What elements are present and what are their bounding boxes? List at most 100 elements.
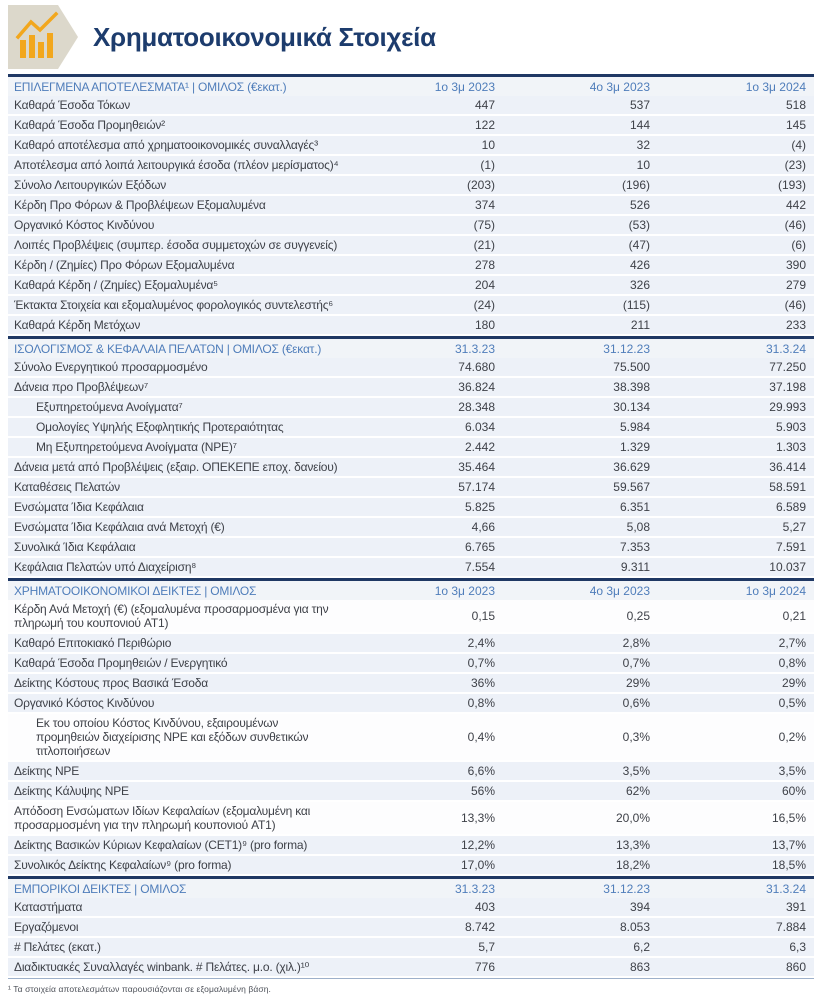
row-value: 1.329 bbox=[619, 440, 650, 454]
row-value: 0,6% bbox=[622, 696, 650, 710]
row-label: Δείκτης Βασικών Κύριων Κεφαλαίων (CET1)⁹… bbox=[14, 838, 308, 852]
table-row: Καθαρά Έσοδα Τόκων 447 537 518 bbox=[8, 96, 814, 116]
row-label: Εργαζόμενοι bbox=[14, 920, 79, 934]
row-value: 60% bbox=[781, 784, 806, 798]
row-value: 6,2 bbox=[633, 940, 650, 954]
row-value: 6.765 bbox=[464, 540, 495, 554]
row-value: 36% bbox=[470, 676, 495, 690]
row-value: 1.303 bbox=[775, 440, 806, 454]
row-label: Συνολικός Δείκτης Κεφαλαίων⁹ (pro forma) bbox=[14, 858, 232, 872]
row-value: 6,6% bbox=[467, 764, 495, 778]
section-header-row: ΕΜΠΟΡΙΚΟΙ ΔΕΙΚΤΕΣ | ΟΜΙΛΟΣ 31.3.23 31.12.2… bbox=[8, 876, 814, 898]
row-value: 0,15 bbox=[471, 609, 495, 623]
table-row: Καθαρό Επιτοκιακό Περιθώριο 2,4% 2,8% 2,7% bbox=[8, 634, 814, 654]
row-label: Εξυπηρετούμενα Ανοίγματα⁷ bbox=[36, 400, 183, 414]
column-header: 4ο 3μ 2023 bbox=[589, 583, 650, 598]
row-value: 8.742 bbox=[464, 920, 495, 934]
column-header: 1ο 3μ 2024 bbox=[745, 79, 806, 94]
row-value: 518 bbox=[785, 98, 806, 112]
row-value: 20,0% bbox=[615, 811, 650, 825]
table-row: Διαδικτυακές Συναλλαγές winbank. # Πελάτ… bbox=[8, 958, 814, 978]
row-value: 145 bbox=[785, 118, 806, 132]
row-value: 6.589 bbox=[775, 500, 806, 514]
row-value: 278 bbox=[474, 258, 495, 272]
row-value: 3,5% bbox=[778, 764, 806, 778]
row-value: (53) bbox=[628, 218, 650, 232]
row-value: 6.034 bbox=[464, 420, 495, 434]
table-row: Οργανικό Κόστος Κινδύνου (75) (53) (46) bbox=[8, 216, 814, 236]
section-title: ΕΜΠΟΡΙΚΟΙ ΔΕΙΚΤΕΣ | ΟΜΙΛΟΣ bbox=[14, 881, 187, 896]
table-row: Ενσώματα Ίδια Κεφάλαια ανά Μετοχή (€) 4,6… bbox=[8, 518, 814, 538]
column-header: 31.3.23 bbox=[454, 341, 495, 356]
row-value: 426 bbox=[629, 258, 650, 272]
table-row: Δάνεια μετά από Προβλέψεις (εξαιρ. ΟΠΕΚΕ… bbox=[8, 458, 814, 478]
row-value: 29.993 bbox=[769, 400, 806, 414]
row-value: 0,8% bbox=[467, 696, 495, 710]
row-value: 18,2% bbox=[615, 858, 650, 872]
table-row: Εργαζόμενοι 8.742 8.053 7.884 bbox=[8, 918, 814, 938]
row-value: 35.464 bbox=[458, 460, 495, 474]
row-value: 2,8% bbox=[622, 636, 650, 650]
row-value: 30.134 bbox=[613, 400, 650, 414]
table-row: Αποτέλεσμα από λοιπά λειτουργικά έσοδα (… bbox=[8, 156, 814, 176]
row-label: Εκ του οποίου Κόστος Κινδύνου, εξαιρουμέ… bbox=[36, 716, 309, 758]
table-row: Δείκτης NPE 6,6% 3,5% 3,5% bbox=[8, 762, 814, 782]
row-value: (21) bbox=[473, 238, 495, 252]
table-row: Καταθέσεις Πελατών 57.174 59.567 58.591 bbox=[8, 478, 814, 498]
row-value: 5,27 bbox=[782, 520, 806, 534]
table-row: Συνολικός Δείκτης Κεφαλαίων⁹ (pro forma)… bbox=[8, 856, 814, 876]
column-header: 31.3.24 bbox=[765, 881, 806, 896]
row-value: (1) bbox=[480, 158, 495, 172]
row-value: 4,66 bbox=[471, 520, 495, 534]
row-label: Ενσώματα Ίδια Κεφάλαια ανά Μετοχή (€) bbox=[14, 520, 225, 534]
row-value: 0,21 bbox=[782, 609, 806, 623]
row-value: 5.984 bbox=[619, 420, 650, 434]
table-row: Ομολογίες Υψηλής Εξοφλητικής Προτεραιότη… bbox=[8, 418, 814, 438]
row-value: 394 bbox=[629, 900, 650, 914]
row-value: 2,7% bbox=[778, 636, 806, 650]
row-value: (193) bbox=[777, 178, 806, 192]
row-value: 29% bbox=[781, 676, 806, 690]
row-value: 0,8% bbox=[778, 656, 806, 670]
row-label: Δάνεια μετά από Προβλέψεις (εξαιρ. ΟΠΕΚΕ… bbox=[14, 460, 338, 474]
row-value: (23) bbox=[784, 158, 806, 172]
section-title: ΙΣΟΛΟΓΙΣΜΟΣ & ΚΕΦΑΛΑΙΑ ΠΕΛΑΤΩΝ | ΟΜΙΛΟΣ … bbox=[14, 341, 322, 356]
row-value: 6.351 bbox=[619, 500, 650, 514]
row-value: 32 bbox=[636, 138, 650, 152]
row-value: 0,5% bbox=[778, 696, 806, 710]
row-value: 860 bbox=[785, 960, 806, 974]
table-row: Δείκτης Βασικών Κύριων Κεφαλαίων (CET1)⁹… bbox=[8, 836, 814, 856]
column-header: 31.3.24 bbox=[765, 341, 806, 356]
row-value: 0,4% bbox=[467, 730, 495, 744]
row-label: Καθαρό Επιτοκιακό Περιθώριο bbox=[14, 636, 172, 650]
row-value: 6,3 bbox=[789, 940, 806, 954]
row-value: 13,3% bbox=[615, 838, 650, 852]
row-value: 537 bbox=[629, 98, 650, 112]
row-label: Καταθέσεις Πελατών bbox=[14, 480, 120, 494]
row-value: 0,3% bbox=[622, 730, 650, 744]
row-value: 122 bbox=[474, 118, 495, 132]
section-title: ΧΡΗΜΑΤΟΟΙΚΟΝΟΜΙΚΟΙ ΔΕΙΚΤΕΣ | ΟΜΙΛΟΣ bbox=[14, 583, 257, 598]
row-value: 2,4% bbox=[467, 636, 495, 650]
row-label: Δείκτης Κάλυψης NPE bbox=[14, 784, 129, 798]
table-row: Κεφάλαια Πελατών υπό Διαχείριση⁸ 7.554 9.3… bbox=[8, 558, 814, 578]
column-header: 1ο 3μ 2024 bbox=[745, 583, 806, 598]
row-value: 5,7 bbox=[478, 940, 495, 954]
table-row: Ενσώματα Ίδια Κεφάλαια 5.825 6.351 6.589 bbox=[8, 498, 814, 518]
row-label: Κέρδη Ανά Μετοχή (€) (εξομαλυμένα προσαρ… bbox=[14, 602, 329, 630]
table-row: Λοιπές Προβλέψεις (συμπερ. έσοδα συμμετο… bbox=[8, 236, 814, 256]
row-value: 7.884 bbox=[775, 920, 806, 934]
table-row: Καθαρά Κέρδη Μετόχων 180 211 233 bbox=[8, 316, 814, 336]
row-label: Καταστήματα bbox=[14, 900, 83, 914]
row-value: (6) bbox=[791, 238, 806, 252]
row-value: (4) bbox=[791, 138, 806, 152]
table-row: # Πελάτες (εκατ.) 5,7 6,2 6,3 bbox=[8, 938, 814, 958]
row-label: Έκτακτα Στοιχεία και εξομαλυμένος φορολο… bbox=[14, 298, 334, 312]
row-label: Οργανικό Κόστος Κινδύνου bbox=[14, 218, 155, 232]
row-value: 13,3% bbox=[460, 811, 495, 825]
row-label: Λοιπές Προβλέψεις (συμπερ. έσοδα συμμετο… bbox=[14, 238, 338, 252]
row-value: 2.442 bbox=[464, 440, 495, 454]
row-value: (46) bbox=[784, 298, 806, 312]
row-value: 17,0% bbox=[460, 858, 495, 872]
row-value: 233 bbox=[785, 318, 806, 332]
